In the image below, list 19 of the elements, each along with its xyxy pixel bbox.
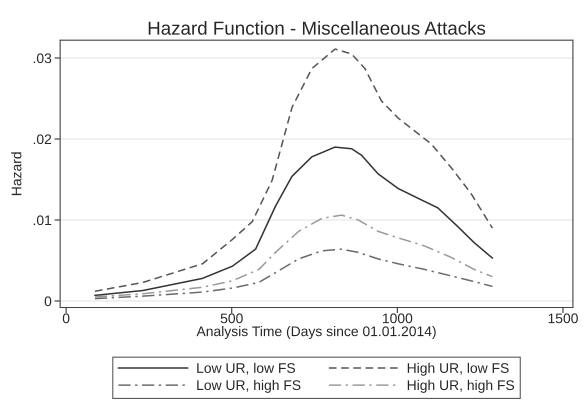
line-series	[94, 48, 494, 292]
x-axis-title: Analysis Time (Days since 01.01.2014)	[196, 326, 436, 339]
legend-label: High UR, high FS	[408, 380, 514, 393]
line-series	[94, 248, 494, 300]
x-tick-label: 500	[220, 313, 243, 324]
x-tick-label: 1500	[548, 313, 578, 324]
y-tick-label: .03	[34, 53, 52, 64]
line-series	[94, 146, 494, 296]
x-tick-label: 0	[62, 313, 70, 324]
line-series	[94, 214, 494, 298]
y-tick-label: .02	[34, 134, 52, 144]
legend-label: Low UR, high FS	[197, 380, 300, 393]
x-tick-label: 1000	[382, 313, 412, 324]
y-axis-title: Hazard	[11, 152, 22, 196]
y-tick-label: .01	[34, 215, 52, 226]
legend-label: Low UR, low FS	[197, 362, 296, 375]
y-tick-label: 0	[44, 296, 52, 306]
chart-title: Hazard Function - Miscellaneous Attacks	[148, 21, 486, 35]
legend-label: High UR, low FS	[408, 362, 509, 376]
